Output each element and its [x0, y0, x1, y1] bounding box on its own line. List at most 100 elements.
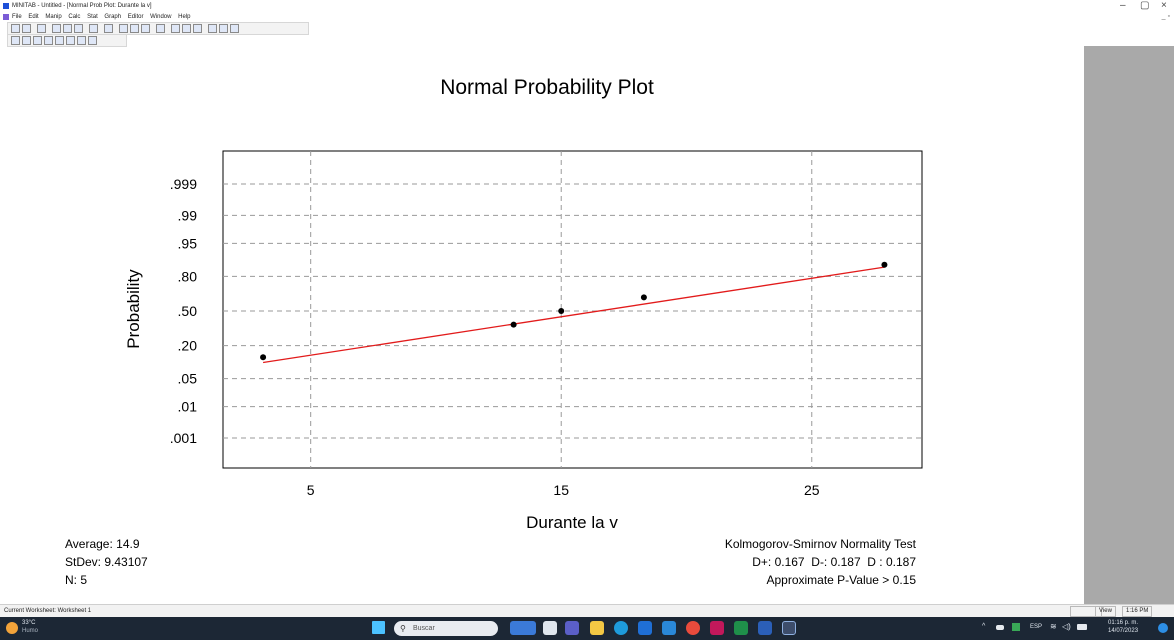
maximize-button[interactable]: ▢ — [1140, 0, 1150, 11]
mdi-window-controls[interactable]: _ ▫ — [1161, 13, 1170, 20]
show-report-icon[interactable] — [66, 36, 75, 45]
pointer-icon[interactable] — [193, 24, 202, 33]
minimize-button[interactable]: – — [1120, 0, 1126, 11]
windows-start-icon[interactable] — [372, 621, 385, 634]
file-explorer-icon[interactable] — [590, 621, 604, 635]
onedrive-icon[interactable] — [996, 625, 1004, 630]
y-tick-label: .20 — [178, 338, 198, 354]
history-window-icon[interactable] — [141, 24, 150, 33]
y-tick-label: .80 — [178, 268, 198, 284]
x-tick-label: 25 — [804, 482, 820, 498]
menu-graph[interactable]: Graph — [104, 14, 122, 20]
app-icon[interactable] — [710, 621, 724, 635]
excel-icon[interactable] — [734, 621, 748, 635]
print-icon[interactable] — [37, 24, 46, 33]
menu-stat[interactable]: Stat — [87, 14, 98, 20]
show-hidden-icons-icon[interactable]: ^ — [982, 623, 986, 630]
menu-help[interactable]: Help — [178, 14, 191, 20]
undo-icon[interactable] — [89, 24, 98, 33]
grid-lines — [223, 151, 922, 468]
mail-icon[interactable] — [662, 621, 676, 635]
data-point — [510, 321, 517, 328]
minitab-app-icon — [3, 3, 9, 9]
store-icon[interactable] — [638, 621, 652, 635]
y-tick-label: .001 — [170, 430, 197, 446]
y-tick-label: .50 — [178, 303, 198, 319]
y-tick-label: .05 — [178, 371, 198, 387]
y-tick-label: .01 — [178, 399, 198, 415]
minitab-taskbar-icon[interactable] — [782, 621, 796, 635]
status-bar: Current Worksheet: Worksheet 1 View 1:16… — [0, 604, 1174, 617]
mdi-background — [1084, 46, 1174, 604]
x-tick-labels: 5 15 25 — [307, 482, 820, 498]
brush-icon[interactable] — [171, 24, 180, 33]
language-indicator[interactable]: ESP — [1030, 624, 1043, 630]
status-empty-field — [1070, 606, 1102, 617]
plot-title: Normal Probability Plot — [440, 76, 654, 99]
weather-desc[interactable]: Humo — [22, 628, 39, 634]
weather-temp[interactable]: 33°C — [22, 620, 36, 626]
notifications-icon[interactable] — [1158, 623, 1168, 633]
show-info-icon[interactable] — [44, 36, 53, 45]
cut-icon[interactable] — [52, 24, 61, 33]
y-tick-label: .95 — [178, 235, 198, 251]
edit-graph-icon[interactable] — [182, 24, 191, 33]
stdev-stat: StDev: 9.43107 — [65, 555, 148, 569]
close-button[interactable]: × — [1161, 0, 1167, 11]
menu-window[interactable]: Window — [150, 14, 172, 20]
menu-edit[interactable]: Edit — [28, 14, 39, 20]
graph-window-icon[interactable] — [156, 24, 165, 33]
document-icon[interactable] — [3, 14, 9, 20]
ks-test-values: D+: 0.167 D-: 0.187 D : 0.187 — [752, 555, 916, 569]
y-tick-label: .999 — [170, 176, 197, 192]
current-worksheet-status: Current Worksheet: Worksheet 1 — [4, 608, 92, 614]
copy-icon[interactable] — [63, 24, 72, 33]
task-view-icon[interactable] — [543, 621, 557, 635]
volume-icon[interactable]: ◁) — [1062, 622, 1071, 631]
wifi-icon[interactable]: ≋ — [1050, 622, 1057, 631]
show-graphs-icon[interactable] — [33, 36, 42, 45]
data-window-icon[interactable] — [119, 24, 128, 33]
save-icon[interactable] — [22, 24, 31, 33]
clock-time[interactable]: 01:16 p. m. — [1108, 620, 1139, 626]
weather-icon[interactable] — [6, 622, 18, 634]
taskbar-search[interactable]: ⚲ Buscar — [394, 621, 498, 636]
search-highlight-icon[interactable] — [510, 621, 536, 635]
graph-window[interactable]: Normal Probability Plot .999 .99 .95 .80 .50… — [0, 46, 1084, 604]
search-placeholder: Buscar — [413, 625, 435, 632]
info-window-icon[interactable] — [130, 24, 139, 33]
related-documents-icon[interactable] — [77, 36, 86, 45]
n-stat: N: 5 — [65, 573, 87, 587]
show-worksheets-icon[interactable] — [22, 36, 31, 45]
fit-line — [262, 266, 885, 364]
menu-file[interactable]: File — [12, 14, 22, 20]
edge-icon[interactable] — [614, 621, 628, 635]
clock-date[interactable]: 14/07/2023 — [1108, 628, 1139, 634]
menu-calc[interactable]: Calc — [68, 14, 81, 20]
project-toolbar — [7, 34, 127, 47]
chrome-icon[interactable] — [686, 621, 700, 635]
session-window-icon[interactable] — [104, 24, 113, 33]
normal-probability-plot: Normal Probability Plot .999 .99 .95 .80 .50… — [65, 76, 923, 587]
word-icon[interactable] — [758, 621, 772, 635]
open-icon[interactable] — [11, 24, 20, 33]
ks-test-title: Kolmogorov-Smirnov Normality Test — [725, 537, 917, 551]
cancel-icon[interactable] — [208, 24, 217, 33]
show-session-icon[interactable] — [11, 36, 20, 45]
paste-icon[interactable] — [74, 24, 83, 33]
x-axis-label: Durante la v — [526, 513, 618, 532]
show-history-icon[interactable] — [55, 36, 64, 45]
data-point — [260, 354, 267, 361]
design-icon[interactable] — [88, 36, 97, 45]
x-tick-label: 5 — [307, 482, 315, 498]
tray-app-icon[interactable] — [1012, 623, 1020, 631]
ks-test-pvalue: Approximate P-Value > 0.15 — [766, 573, 916, 587]
data-point — [640, 294, 647, 301]
chat-icon[interactable] — [565, 621, 579, 635]
help-icon[interactable] — [219, 24, 228, 33]
battery-icon[interactable] — [1077, 624, 1087, 630]
menu-manip[interactable]: Manip — [45, 14, 62, 20]
menu-editor[interactable]: Editor — [127, 14, 144, 20]
average-stat: Average: 14.9 — [65, 537, 140, 551]
project-manager-icon[interactable] — [230, 24, 239, 33]
